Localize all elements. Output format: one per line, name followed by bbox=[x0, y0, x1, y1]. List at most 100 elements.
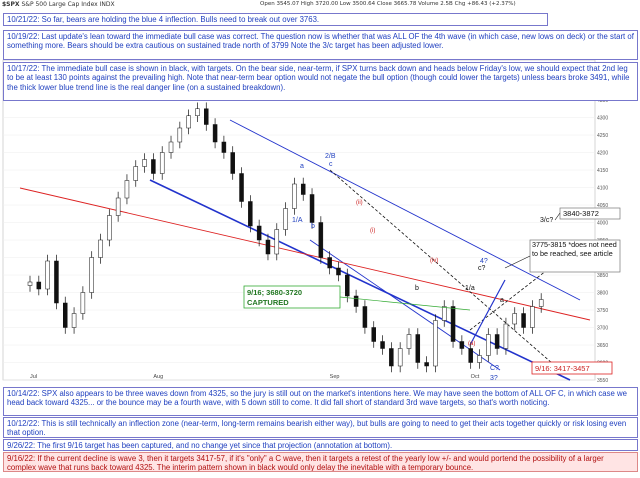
label-i: (i) bbox=[370, 228, 375, 234]
candle-body bbox=[397, 348, 403, 367]
y-tick-label: 4000 bbox=[597, 221, 608, 227]
note-9-16: 9/16/22: If the current decline is wave … bbox=[3, 452, 638, 472]
candle-body bbox=[459, 341, 465, 349]
note-10-14: 10/14/22: SPX also appears to be three w… bbox=[3, 387, 638, 416]
candle-body bbox=[441, 306, 447, 321]
callout-3775: 3775-3815 *does not need to be reached, … bbox=[504, 239, 621, 273]
candle-body bbox=[168, 141, 174, 153]
candle-body bbox=[283, 208, 288, 230]
plot-frame bbox=[2, 59, 596, 381]
candle-body bbox=[204, 108, 209, 125]
candle-body bbox=[239, 173, 244, 202]
callout-captured: 9/16; 3680-3720 CAPTURED bbox=[243, 285, 471, 311]
candle-body bbox=[415, 334, 421, 363]
candle-body bbox=[300, 183, 306, 195]
y-tick-label: 3850 bbox=[597, 273, 608, 279]
candle-body bbox=[538, 299, 544, 307]
candle-body bbox=[151, 159, 156, 174]
candle-body bbox=[45, 260, 50, 290]
red-labels: (ii) (i) (iv) (a) bbox=[356, 200, 475, 347]
label-b-black: b bbox=[415, 285, 419, 292]
candle-body bbox=[424, 362, 429, 367]
black-labels: 3/c? c? 1/a b a bbox=[415, 217, 553, 304]
header-ohlc: Open 3545.07 High 3720.00 Low 3500.64 Cl… bbox=[260, 1, 516, 7]
candle-body bbox=[318, 222, 324, 258]
candle-body bbox=[256, 225, 262, 241]
label-cq: c? bbox=[478, 265, 486, 272]
note-10-12: 10/12/22: This is still technically an i… bbox=[3, 417, 638, 438]
candle-body bbox=[212, 124, 218, 143]
x-tick-label: Aug bbox=[153, 374, 163, 380]
y-tick-label: 3750 bbox=[597, 308, 608, 314]
y-tick-label: 4350 bbox=[597, 98, 608, 104]
note-10-17: 10/17/22: The immediate bull case is sho… bbox=[3, 62, 638, 101]
candle-body bbox=[521, 313, 526, 328]
candle-body bbox=[468, 348, 473, 363]
candle-body bbox=[159, 152, 165, 174]
label-3c: 3/c? bbox=[540, 217, 553, 224]
candle-body bbox=[371, 327, 376, 342]
upper-blue-trend bbox=[229, 119, 581, 301]
y-tick-label: 4150 bbox=[597, 168, 608, 174]
callout-3840: 3840-3872 bbox=[554, 207, 621, 221]
candle-body bbox=[336, 267, 341, 276]
label-2b: 2/B bbox=[325, 153, 336, 160]
y-tick-label: 4100 bbox=[597, 186, 608, 192]
label-3q: 3? bbox=[490, 375, 498, 382]
candle-body bbox=[450, 306, 456, 342]
candle-body bbox=[195, 108, 200, 116]
label-4q: 4? bbox=[480, 258, 488, 265]
candle-body bbox=[345, 274, 350, 297]
note-9-26: 9/26/22: The first 9/16 target has been … bbox=[3, 439, 638, 451]
candle-body bbox=[362, 306, 368, 328]
candles bbox=[27, 102, 544, 373]
candle-body bbox=[433, 320, 438, 367]
candle-body bbox=[186, 115, 191, 129]
y-tick-label: 4300 bbox=[597, 116, 608, 122]
candle-body bbox=[389, 348, 394, 367]
y-tick-label: 4050 bbox=[597, 203, 608, 209]
candle-body bbox=[107, 215, 112, 241]
captured-label: CAPTURED bbox=[247, 298, 289, 307]
candle-body bbox=[309, 194, 315, 223]
candle-body bbox=[71, 313, 77, 328]
candle-body bbox=[274, 229, 280, 255]
label-a-black: a bbox=[500, 297, 504, 304]
note-10-21: 10/21/22: So far, bears are holding the … bbox=[3, 13, 548, 26]
candle-body bbox=[265, 239, 271, 255]
black-decline bbox=[329, 169, 561, 371]
x-tick-label: Oct bbox=[471, 374, 480, 380]
candle-body bbox=[221, 141, 227, 153]
y-tick-label: 3650 bbox=[597, 343, 608, 349]
y-tick-label: 4200 bbox=[597, 151, 608, 157]
candle-body bbox=[36, 281, 42, 290]
y-tick-label: 3550 bbox=[597, 378, 608, 384]
candle-body bbox=[63, 302, 68, 328]
label-1a-black: 1/a bbox=[465, 285, 475, 292]
candle-body bbox=[142, 159, 147, 167]
candle-body bbox=[477, 355, 482, 363]
candle-body bbox=[406, 334, 412, 349]
y-tick-label: 3700 bbox=[597, 326, 608, 332]
candle-body bbox=[124, 180, 130, 199]
candle-body bbox=[248, 201, 253, 227]
y-tick-label: 4250 bbox=[597, 133, 608, 139]
label-c2q: C? bbox=[490, 365, 499, 372]
lower-blue-trend bbox=[149, 179, 571, 381]
candle-body bbox=[115, 197, 121, 216]
candle-body bbox=[503, 323, 509, 349]
candle-body bbox=[530, 306, 535, 328]
target-3417: 9/16: 3417-3457 bbox=[535, 364, 590, 373]
x-tick-label: Sep bbox=[330, 374, 340, 380]
x-tick-label: Jul bbox=[30, 374, 37, 380]
candle-body bbox=[98, 239, 103, 258]
symbol: $SPX bbox=[2, 1, 20, 8]
candle-body bbox=[230, 152, 235, 174]
candle-body bbox=[486, 334, 491, 356]
note-10-19: 10/19/22: Last update's lean toward the … bbox=[3, 30, 638, 60]
candle-body bbox=[292, 183, 297, 209]
label-b: b bbox=[311, 223, 315, 230]
candle-body bbox=[54, 260, 59, 304]
wave-labels: 2/B c a 1/A b 4? C? 3? bbox=[292, 153, 499, 382]
